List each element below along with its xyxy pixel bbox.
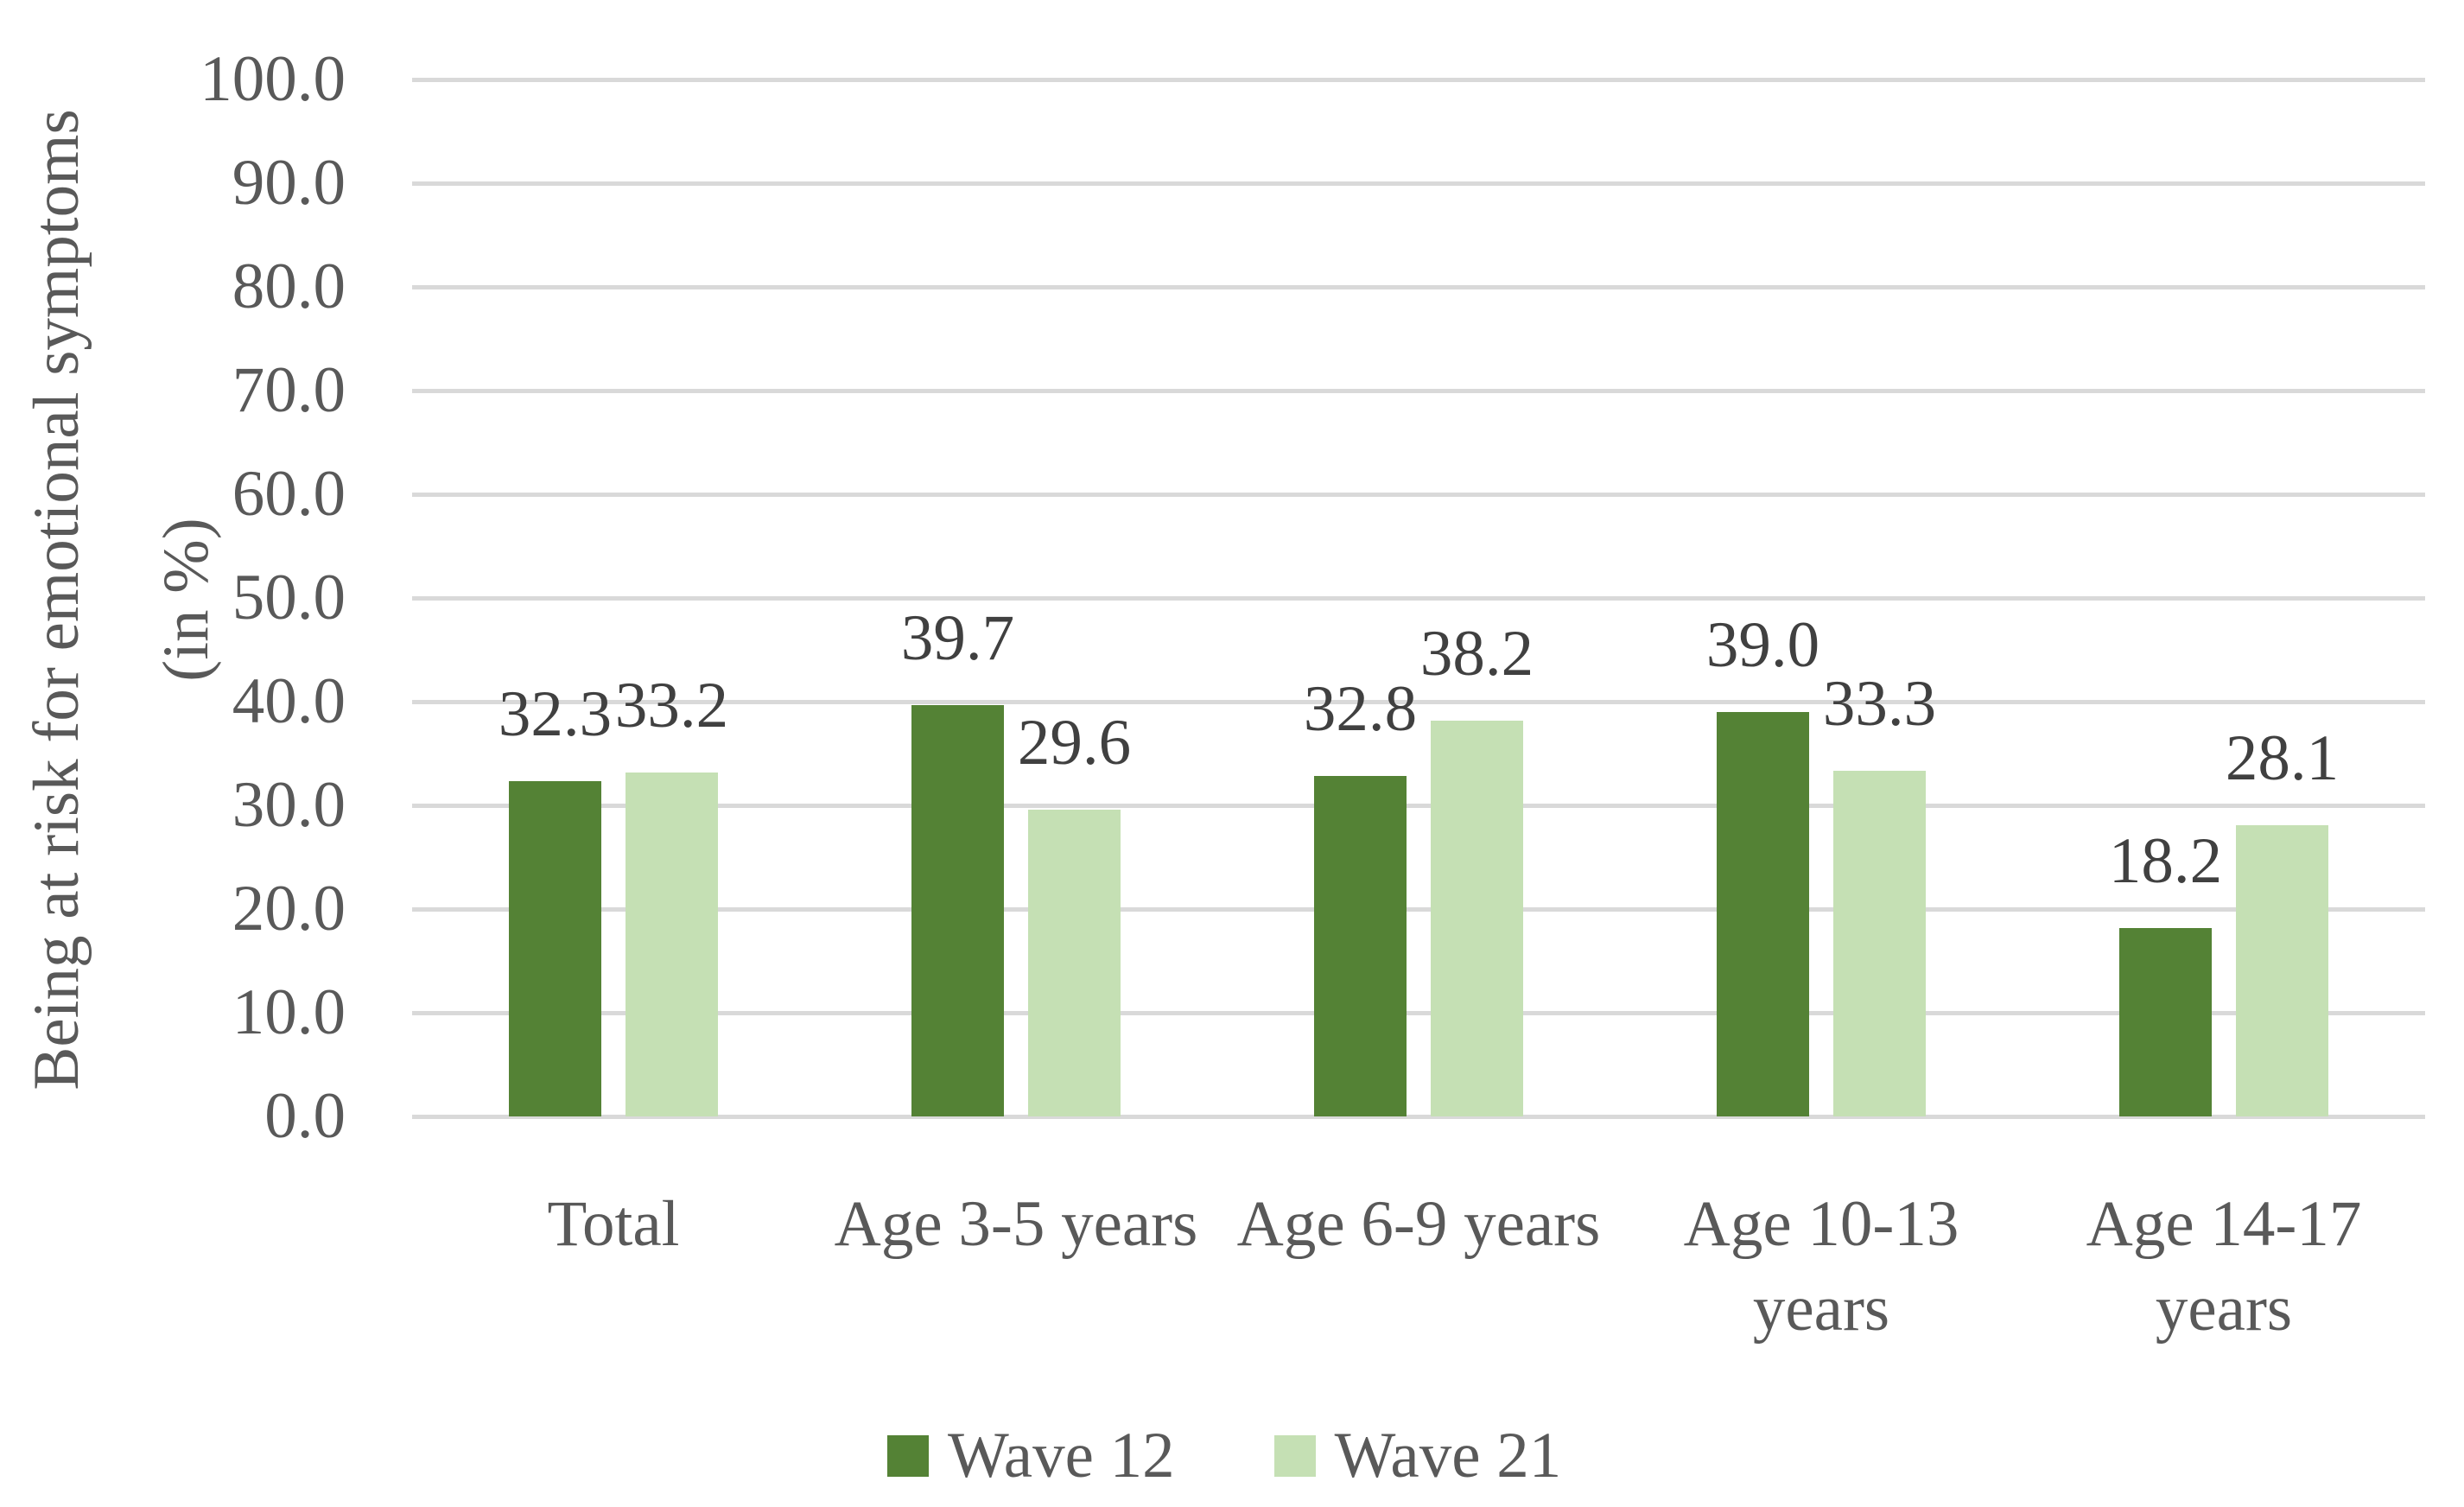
gridline	[412, 700, 2425, 704]
bar-wave-12	[1314, 776, 1407, 1116]
gridline	[412, 907, 2425, 912]
x-category-label: Age 14-17 years	[2086, 1188, 2362, 1345]
data-label: 18.2	[2108, 824, 2223, 897]
y-tick-label: 10.0	[232, 976, 346, 1048]
gridline	[412, 285, 2425, 289]
y-tick-label: 0.0	[264, 1080, 346, 1152]
y-tick-label: 70.0	[232, 354, 346, 426]
legend-marker-wave-21	[1273, 1435, 1316, 1477]
legend-item-wave-21: Wave 21	[1273, 1420, 1562, 1491]
x-category-label: Age 3-5 years	[834, 1188, 1198, 1260]
y-tick-label: 20.0	[232, 873, 346, 944]
data-label: 29.6	[1017, 706, 1132, 779]
y-tick-label: 30.0	[232, 769, 346, 841]
bar-wave-21	[2236, 824, 2328, 1116]
y-tick-label: 60.0	[232, 458, 346, 530]
y-tick-label: 80.0	[232, 251, 346, 322]
legend-item-wave-12: Wave 12	[887, 1423, 1175, 1489]
x-category-label: Total	[547, 1188, 680, 1260]
y-tick-label: 90.0	[232, 147, 346, 219]
x-category-label: Age 6-9 years	[1236, 1188, 1601, 1260]
gridline	[412, 78, 2425, 82]
data-label: 39.0	[1705, 609, 1820, 681]
bar-wave-12	[509, 781, 601, 1116]
bar-wave-21	[626, 772, 718, 1116]
data-label: 28.1	[2225, 722, 2340, 794]
y-axis-title-line1: Being at risk for emotional symptoms	[21, 109, 92, 1091]
gridline	[412, 804, 2425, 808]
data-label: 32.3	[498, 678, 613, 751]
gridline	[412, 596, 2425, 601]
bar-wave-21	[1833, 771, 1926, 1116]
bar-wave-12	[2119, 927, 2212, 1116]
legend-marker-wave-12	[887, 1435, 929, 1477]
y-tick-label: 100.0	[200, 43, 346, 115]
legend: Wave 12 Wave 21	[887, 1421, 1561, 1491]
data-label: 33.2	[614, 669, 729, 741]
bar-wave-21	[1431, 720, 1523, 1116]
bar-wave-21	[1028, 809, 1121, 1116]
legend-label-wave-12: Wave 12	[948, 1420, 1175, 1491]
bar-wave-12	[911, 704, 1004, 1116]
y-tick-label: 40.0	[232, 665, 346, 737]
data-label: 39.7	[900, 601, 1015, 674]
data-label: 38.2	[1419, 617, 1534, 690]
gridline	[412, 181, 2425, 186]
legend-label-wave-21: Wave 21	[1334, 1420, 1562, 1491]
y-tick-label: 50.0	[232, 562, 346, 633]
gridline	[412, 1115, 2425, 1119]
bar-wave-12	[1717, 712, 1809, 1116]
gridline	[412, 389, 2425, 393]
data-label: 33.3	[1822, 668, 1937, 741]
gridline	[412, 1011, 2425, 1015]
x-category-label: Age 10-13 years	[1683, 1188, 1959, 1345]
gridline	[412, 493, 2425, 497]
data-label: 32.8	[1303, 673, 1418, 746]
